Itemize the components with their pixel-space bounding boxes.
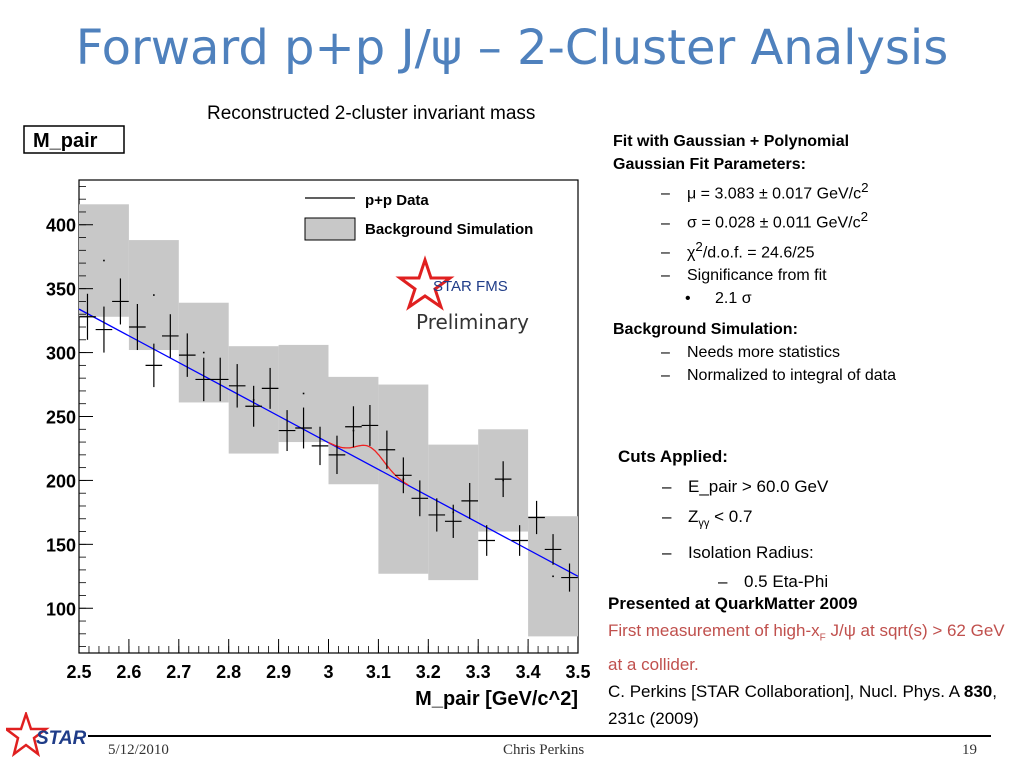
cuts-panel: Cuts Applied: – E_pair > 60.0 GeV – Zγγ < … [618, 442, 1018, 596]
background-heading: Background Simulation: [613, 320, 798, 338]
star-fms-logo-icon [395, 255, 455, 311]
x-tick-label: 2.6 [116, 662, 141, 682]
cuts-heading: Cuts Applied: [618, 447, 728, 466]
star-logo-text: STAR [36, 728, 86, 749]
background-bin-center [153, 294, 155, 296]
footer-page: 19 [962, 742, 977, 758]
background-item-normalized: – Normalized to integral of data [661, 366, 896, 384]
footer-rule [88, 735, 991, 737]
mass-histogram: M_pair 2.5 2.6 2.7 2.8 2.9 3 3.1 3.2 3.3 3.4 3.5 10… [23, 125, 591, 710]
x-tick-label: 3.5 [565, 662, 590, 682]
background-item-stats: – Needs more statistics [661, 343, 840, 361]
first-measurement-note: First measurement of high-xF J/ψ at sqrt… [608, 621, 1005, 675]
param-mu: – μ = 3.083 ± 0.017 GeV/c2 [661, 180, 869, 203]
y-tick-label: 300 [46, 344, 76, 364]
legend-background-swatch [304, 217, 356, 241]
x-tick-label: 3.4 [516, 662, 541, 682]
x-tick-label: 3 [323, 662, 333, 682]
legend-background-label: Background Simulation [365, 221, 533, 238]
x-tick-label: 3.1 [366, 662, 391, 682]
background-bin-center [202, 351, 205, 354]
footer-author: Chris Perkins [503, 742, 585, 758]
background-bin-center [103, 259, 105, 262]
cut-isolation: – Isolation Radius: [662, 543, 814, 563]
footer-date: 5/12/2010 [108, 742, 169, 758]
legend-data-label: p+p Data [365, 192, 429, 209]
param-chi2: – χ2/d.o.f. = 24.6/25 [661, 238, 815, 261]
y-tick-label: 200 [46, 471, 76, 491]
cut-zgg: – Zγγ < 0.7 [662, 507, 753, 530]
star-fms-text: STAR FMS [433, 278, 508, 295]
cut-isolation-value: –0.5 Eta-Phi [718, 572, 829, 592]
presented-heading: Presented at QuarkMatter 2009 [608, 594, 858, 613]
significance-value: • 2.1 σ [685, 289, 752, 307]
y-tick-label: 150 [46, 535, 76, 555]
y-tick-label: 400 [46, 216, 76, 236]
cut-epair: – E_pair > 60.0 GeV [662, 477, 829, 496]
x-tick-label: 2.5 [66, 662, 91, 682]
x-axis-label: M_pair [GeV/c^2] [415, 688, 578, 710]
chart-subtitle: Reconstructed 2-cluster invariant mass [207, 103, 536, 124]
x-tick-label: 2.7 [166, 662, 191, 682]
reference-citation: C. Perkins [STAR Collaboration], Nucl. P… [608, 682, 997, 729]
preliminary-text: Preliminary [416, 310, 529, 334]
y-tick-label: 250 [46, 408, 76, 428]
params-heading: Gaussian Fit Parameters: [613, 156, 806, 173]
y-tick-label: 100 [46, 599, 76, 619]
gaussian-fit-curve [328, 441, 409, 486]
histogram-title-box [23, 125, 125, 154]
x-tick-label: 2.8 [216, 662, 241, 682]
background-bin-center [552, 575, 554, 578]
x-tick-label: 3.2 [416, 662, 441, 682]
background-bin-center [302, 392, 305, 395]
param-sigma: – σ = 0.028 ± 0.011 GeV/c2 [661, 209, 868, 232]
x-tick-label: 2.9 [266, 662, 291, 682]
y-tick-label: 350 [46, 280, 76, 300]
histogram-title: M_pair [33, 130, 98, 152]
slide-title: Forward p+p J/ψ – 2-Cluster Analysis [75, 20, 949, 76]
star-logo-icon: STAR [6, 712, 86, 758]
x-tick-label: 3.3 [466, 662, 491, 682]
presented-panel: Presented at QuarkMatter 2009 First meas… [608, 590, 1018, 732]
fit-info-panel: Fit with Gaussian + Polynomial Gaussian … [613, 130, 1018, 387]
param-significance: – Significance from fit [661, 266, 827, 284]
fit-heading: Fit with Gaussian + Polynomial [613, 133, 850, 150]
